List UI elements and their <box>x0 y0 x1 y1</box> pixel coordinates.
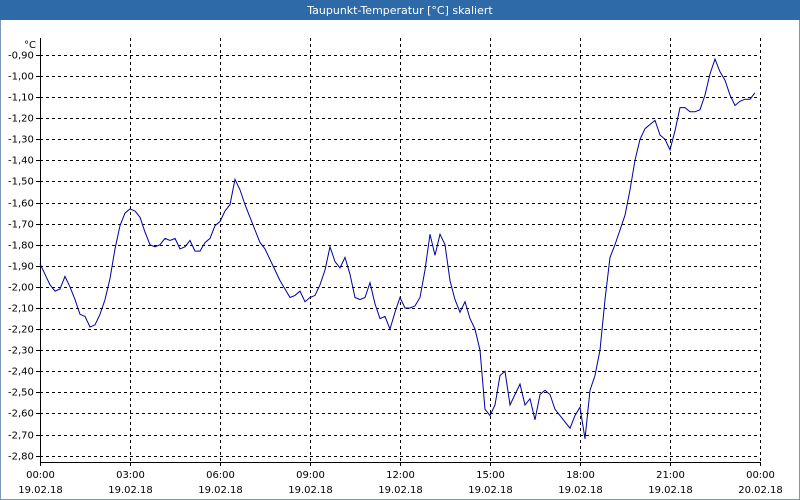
x-tick-date: 19.02.18 <box>108 485 153 496</box>
x-tick-date: 19.02.18 <box>468 485 513 496</box>
y-tick-label: -1,50 <box>8 177 34 188</box>
y-tick-label: -2,60 <box>8 409 34 420</box>
y-tick-label: -2,40 <box>8 367 34 378</box>
y-tick-label: -2,00 <box>8 283 34 294</box>
x-tick-date: 19.02.18 <box>648 485 693 496</box>
y-tick-label: -1,60 <box>8 199 34 210</box>
x-tick-label: 06:00 <box>206 470 235 481</box>
y-tick-label: -1,30 <box>8 135 34 146</box>
y-tick-label: -2,50 <box>8 388 34 399</box>
data-line <box>39 57 756 439</box>
x-tick-label: 09:00 <box>296 470 325 481</box>
y-tick-label: -1,80 <box>8 241 34 252</box>
y-tick-label: -1,40 <box>8 156 34 167</box>
y-unit: °C <box>24 40 36 51</box>
x-tick-date: 19.02.18 <box>198 485 243 496</box>
x-tick-label: 21:00 <box>656 470 685 481</box>
x-tick-date: 19.02.18 <box>288 485 333 496</box>
y-tick-label: -2,70 <box>8 431 34 442</box>
y-tick-label: -2,10 <box>8 304 34 315</box>
y-tick-label: -1,00 <box>8 72 34 83</box>
x-tick-date: 20.02.18 <box>738 485 783 496</box>
x-tick-date: 19.02.18 <box>18 485 63 496</box>
y-tick-label: -2,80 <box>8 452 34 463</box>
y-tick-label: -1,10 <box>8 93 34 104</box>
title-bar <box>0 0 800 20</box>
y-tick-label: -1,90 <box>8 262 34 273</box>
x-tick-label: 15:00 <box>476 470 505 481</box>
chart-title: Taupunkt-Temperatur [°C] skaliert <box>306 4 493 17</box>
x-tick-label: 00:00 <box>746 470 775 481</box>
y-tick-label: -2,20 <box>8 325 34 336</box>
y-tick-label: -2,30 <box>8 346 34 357</box>
y-tick-label: -1,20 <box>8 114 34 125</box>
x-tick-label: 18:00 <box>566 470 595 481</box>
y-tick-label: -1,70 <box>8 220 34 231</box>
y-tick-label: -0,90 <box>8 51 34 62</box>
x-tick-date: 19.02.18 <box>378 485 423 496</box>
x-tick-label: 03:00 <box>116 470 145 481</box>
x-tick-label: 00:00 <box>26 470 55 481</box>
x-tick-date: 19.02.18 <box>558 485 603 496</box>
x-tick-label: 12:00 <box>386 470 415 481</box>
